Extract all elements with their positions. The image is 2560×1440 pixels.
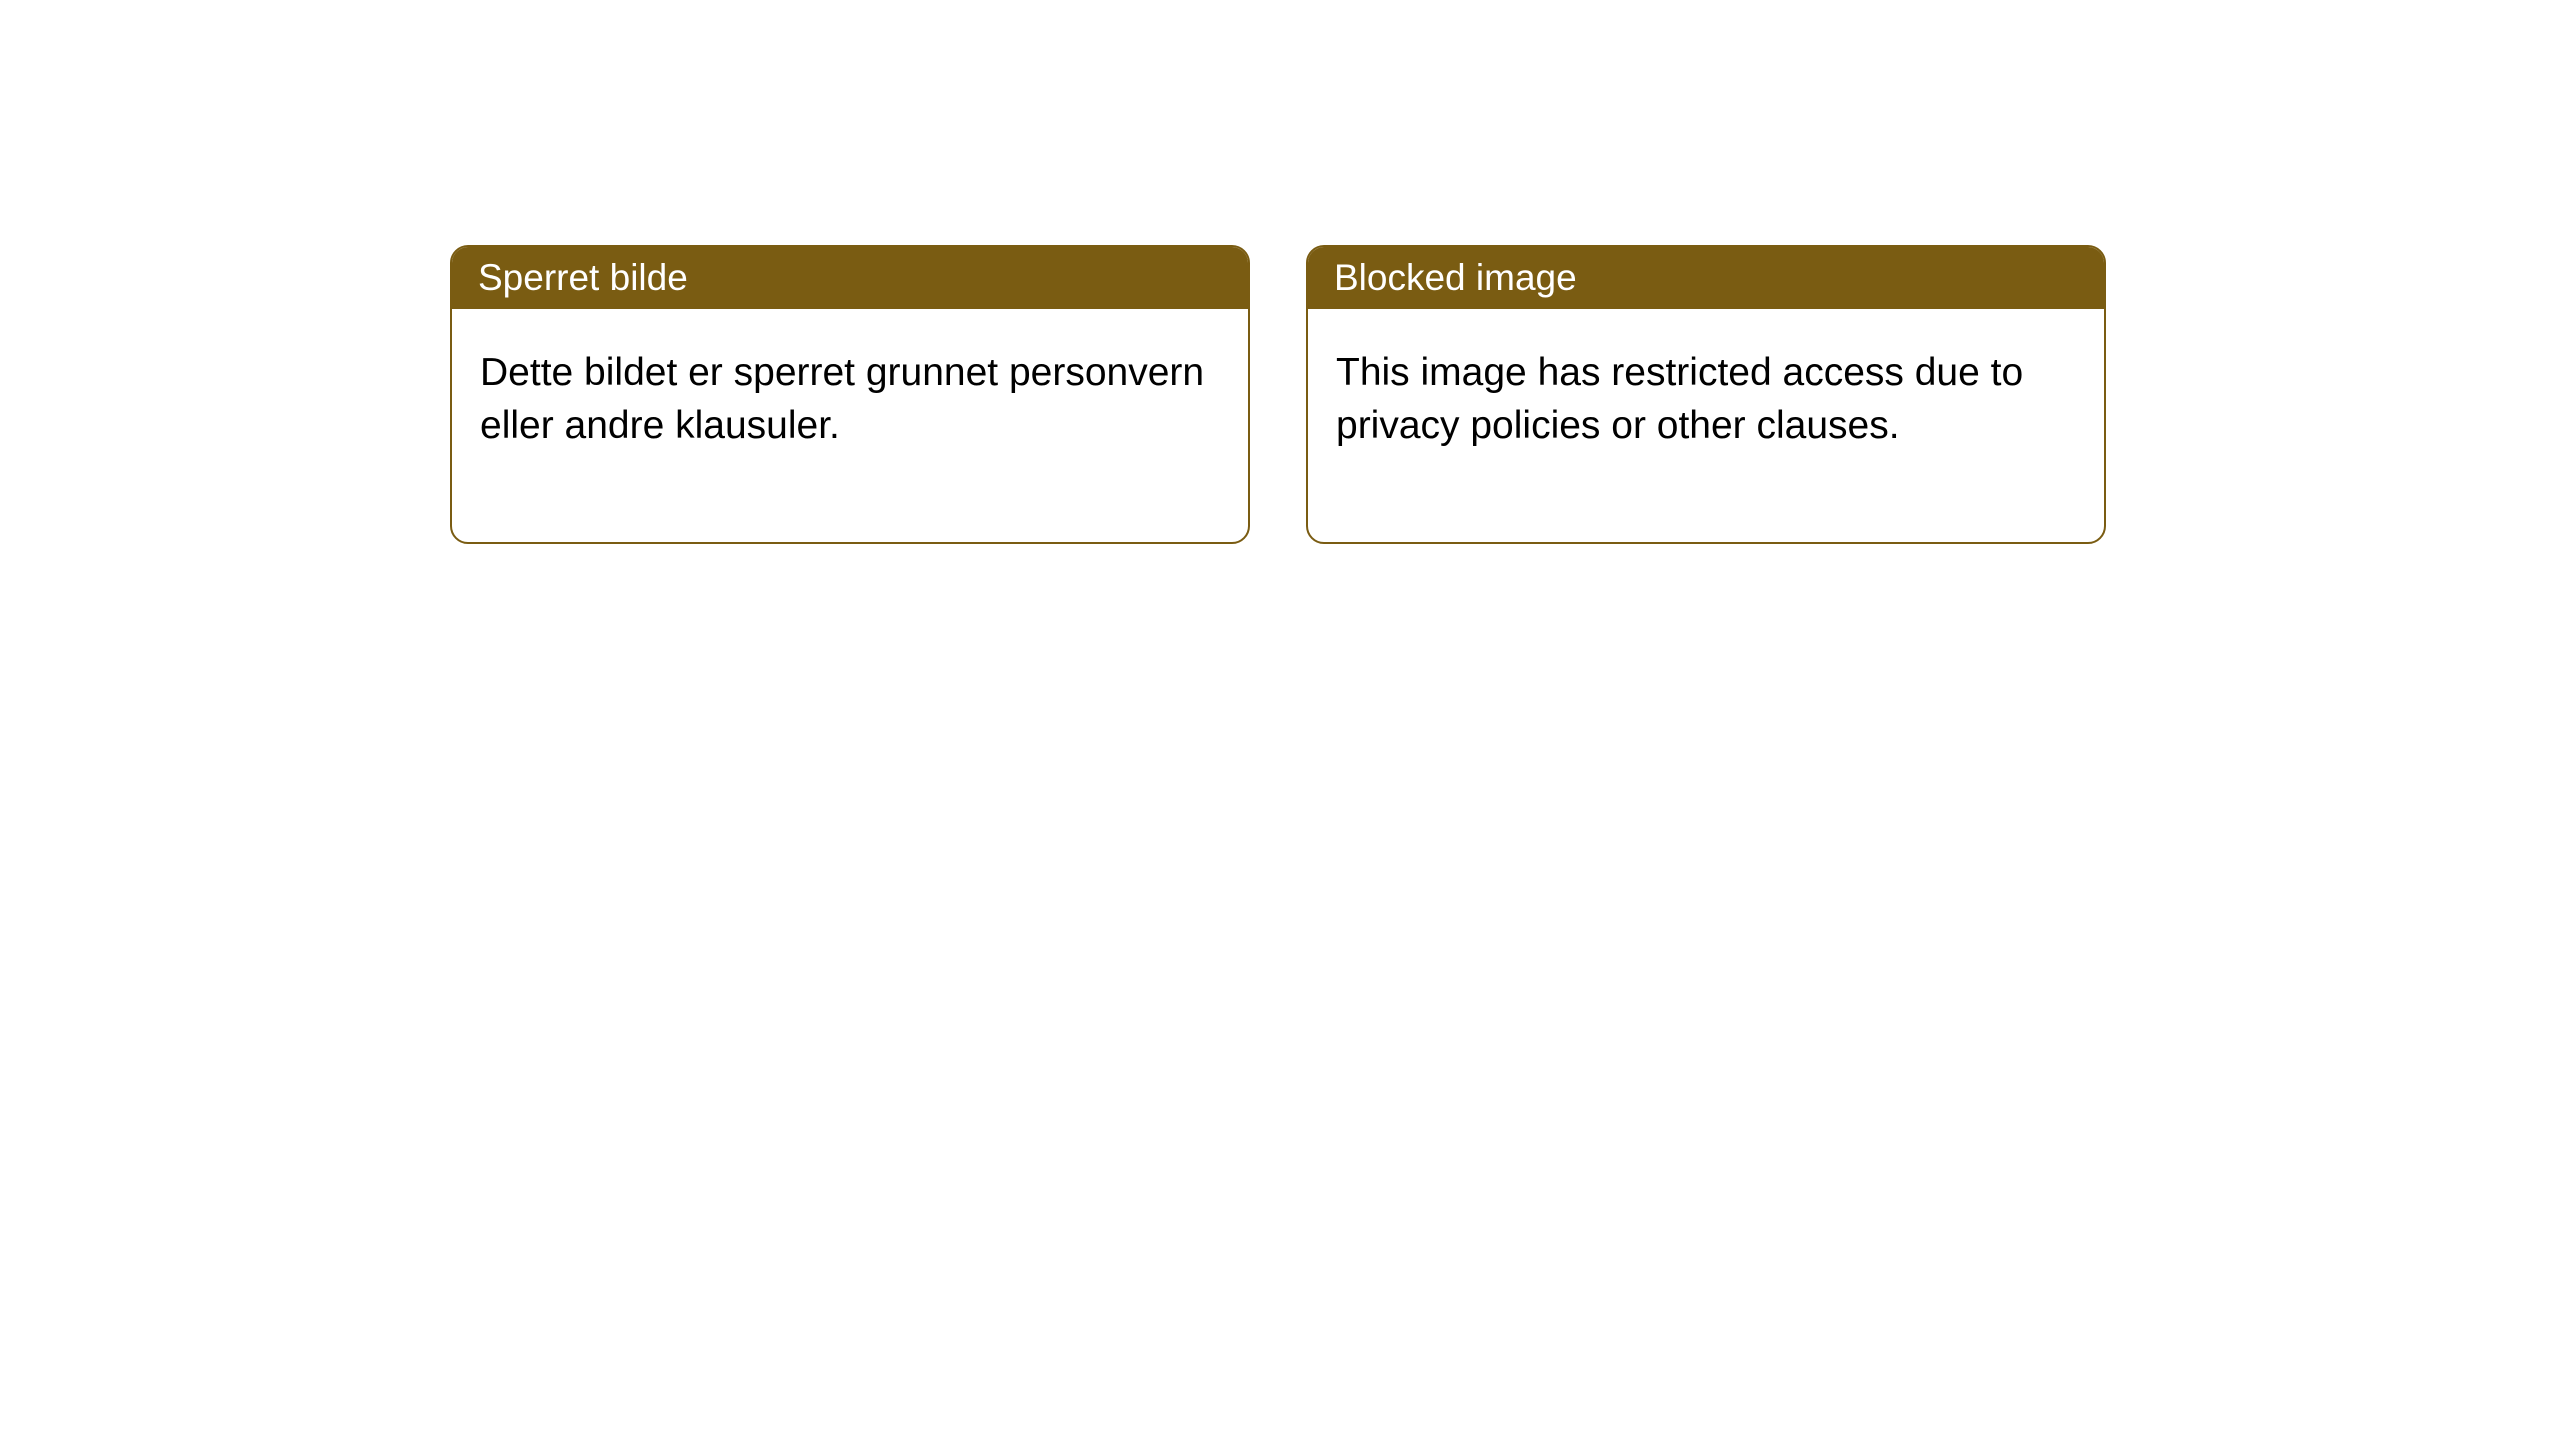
notice-body-text: Dette bildet er sperret grunnet personve… [480, 351, 1204, 447]
notice-card-norwegian: Sperret bilde Dette bildet er sperret gr… [450, 245, 1250, 544]
notice-title: Blocked image [1334, 257, 1577, 298]
notice-body-text: This image has restricted access due to … [1336, 351, 2023, 447]
notice-title: Sperret bilde [478, 257, 688, 298]
notice-header: Blocked image [1308, 247, 2104, 309]
notice-body: This image has restricted access due to … [1308, 309, 2104, 542]
notice-card-english: Blocked image This image has restricted … [1306, 245, 2106, 544]
notice-header: Sperret bilde [452, 247, 1248, 309]
notice-body: Dette bildet er sperret grunnet personve… [452, 309, 1248, 542]
notice-container: Sperret bilde Dette bildet er sperret gr… [450, 245, 2106, 544]
